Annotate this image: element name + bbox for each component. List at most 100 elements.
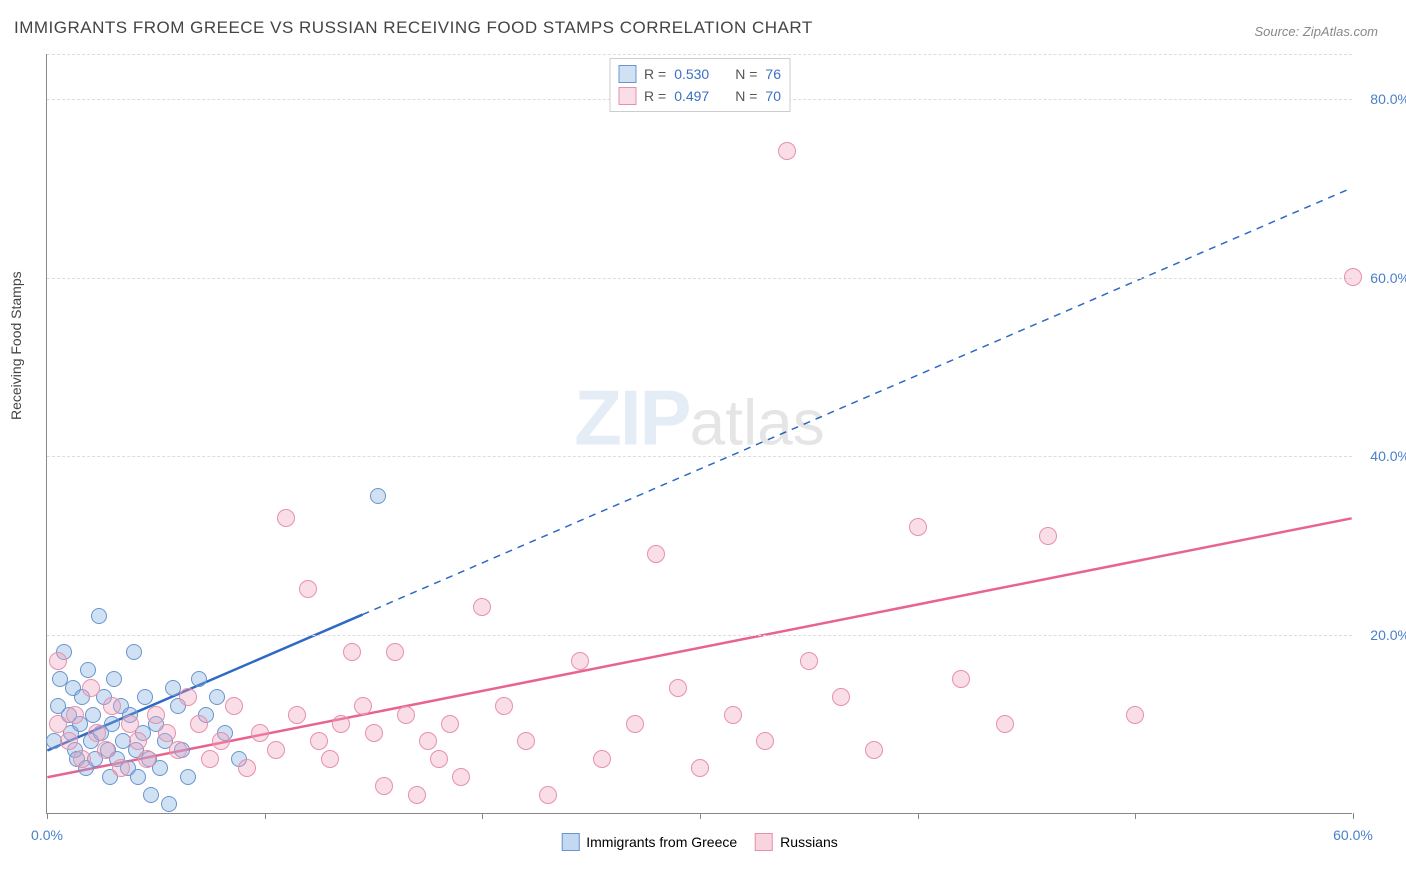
data-point [724,706,742,724]
data-point [147,706,165,724]
data-point [85,707,101,723]
x-tick [700,813,701,819]
data-point [539,786,557,804]
data-point [299,580,317,598]
stat-n-value: 76 [765,66,781,82]
data-point [267,741,285,759]
data-point [121,715,139,733]
data-point [865,741,883,759]
data-point [60,732,78,750]
stats-legend-row: R =0.530N =76 [618,63,781,85]
data-point [375,777,393,795]
legend-label: Russians [780,834,838,850]
x-tick-label: 0.0% [31,827,63,843]
data-point [106,671,122,687]
data-point [138,750,156,768]
x-tick [265,813,266,819]
stat-n-label: N = [735,66,757,82]
data-point [82,679,100,697]
data-point [180,769,196,785]
x-tick [482,813,483,819]
data-point [1344,268,1362,286]
data-point [365,724,383,742]
data-point [669,679,687,697]
data-point [756,732,774,750]
data-point [571,652,589,670]
data-point [996,715,1014,733]
legend-swatch [618,87,636,105]
watermark-zip: ZIP [574,374,689,462]
data-point [332,715,350,733]
data-point [909,518,927,536]
y-axis-label: Receiving Food Stamps [8,271,24,420]
watermark-atlas: atlas [690,387,825,459]
data-point [169,741,187,759]
gridline [47,635,1352,636]
y-tick-label: 20.0% [1370,627,1406,643]
x-tick [1135,813,1136,819]
data-point [321,750,339,768]
data-point [126,644,142,660]
data-point [647,545,665,563]
gridline [47,278,1352,279]
data-point [251,724,269,742]
x-tick [918,813,919,819]
stat-r-label: R = [644,66,666,82]
watermark: ZIPatlas [574,373,825,464]
data-point [104,716,120,732]
data-point [103,697,121,715]
data-point [212,732,230,750]
series-legend: Immigrants from Greece Russians [561,833,838,851]
data-point [626,715,644,733]
data-point [137,689,153,705]
plot-area: ZIPatlas R =0.530N =76R =0.497N =70 Immi… [46,54,1352,814]
trendlines-svg [47,54,1352,813]
stat-r-label: R = [644,88,666,104]
stat-n-label: N = [735,88,757,104]
source-citation: Source: ZipAtlas.com [1254,24,1378,39]
data-point [832,688,850,706]
data-point [277,509,295,527]
data-point [343,643,361,661]
gridline [47,54,1352,55]
stats-legend: R =0.530N =76R =0.497N =70 [609,58,790,112]
data-point [130,769,146,785]
data-point [408,786,426,804]
legend-label: Immigrants from Greece [586,834,737,850]
legend-swatch [561,833,579,851]
y-tick-label: 60.0% [1370,270,1406,286]
data-point [952,670,970,688]
data-point [452,768,470,786]
data-point [495,697,513,715]
data-point [1126,706,1144,724]
legend-swatch [755,833,773,851]
data-point [225,697,243,715]
data-point [49,715,67,733]
data-point [112,759,130,777]
data-point [73,750,91,768]
legend-swatch [618,65,636,83]
data-point [49,652,67,670]
x-tick [47,813,48,819]
x-tick-label: 60.0% [1333,827,1373,843]
data-point [91,608,107,624]
data-point [517,732,535,750]
trendline-dashed [363,188,1352,615]
data-point [419,732,437,750]
data-point [143,787,159,803]
data-point [691,759,709,777]
data-point [288,706,306,724]
data-point [201,750,219,768]
data-point [473,598,491,616]
data-point [593,750,611,768]
data-point [310,732,328,750]
legend-item: Immigrants from Greece [561,833,737,851]
data-point [80,662,96,678]
gridline [47,456,1352,457]
x-tick [1353,813,1354,819]
stat-n-value: 70 [765,88,781,104]
data-point [191,671,207,687]
data-point [161,796,177,812]
legend-item: Russians [755,833,838,851]
data-point [1039,527,1057,545]
